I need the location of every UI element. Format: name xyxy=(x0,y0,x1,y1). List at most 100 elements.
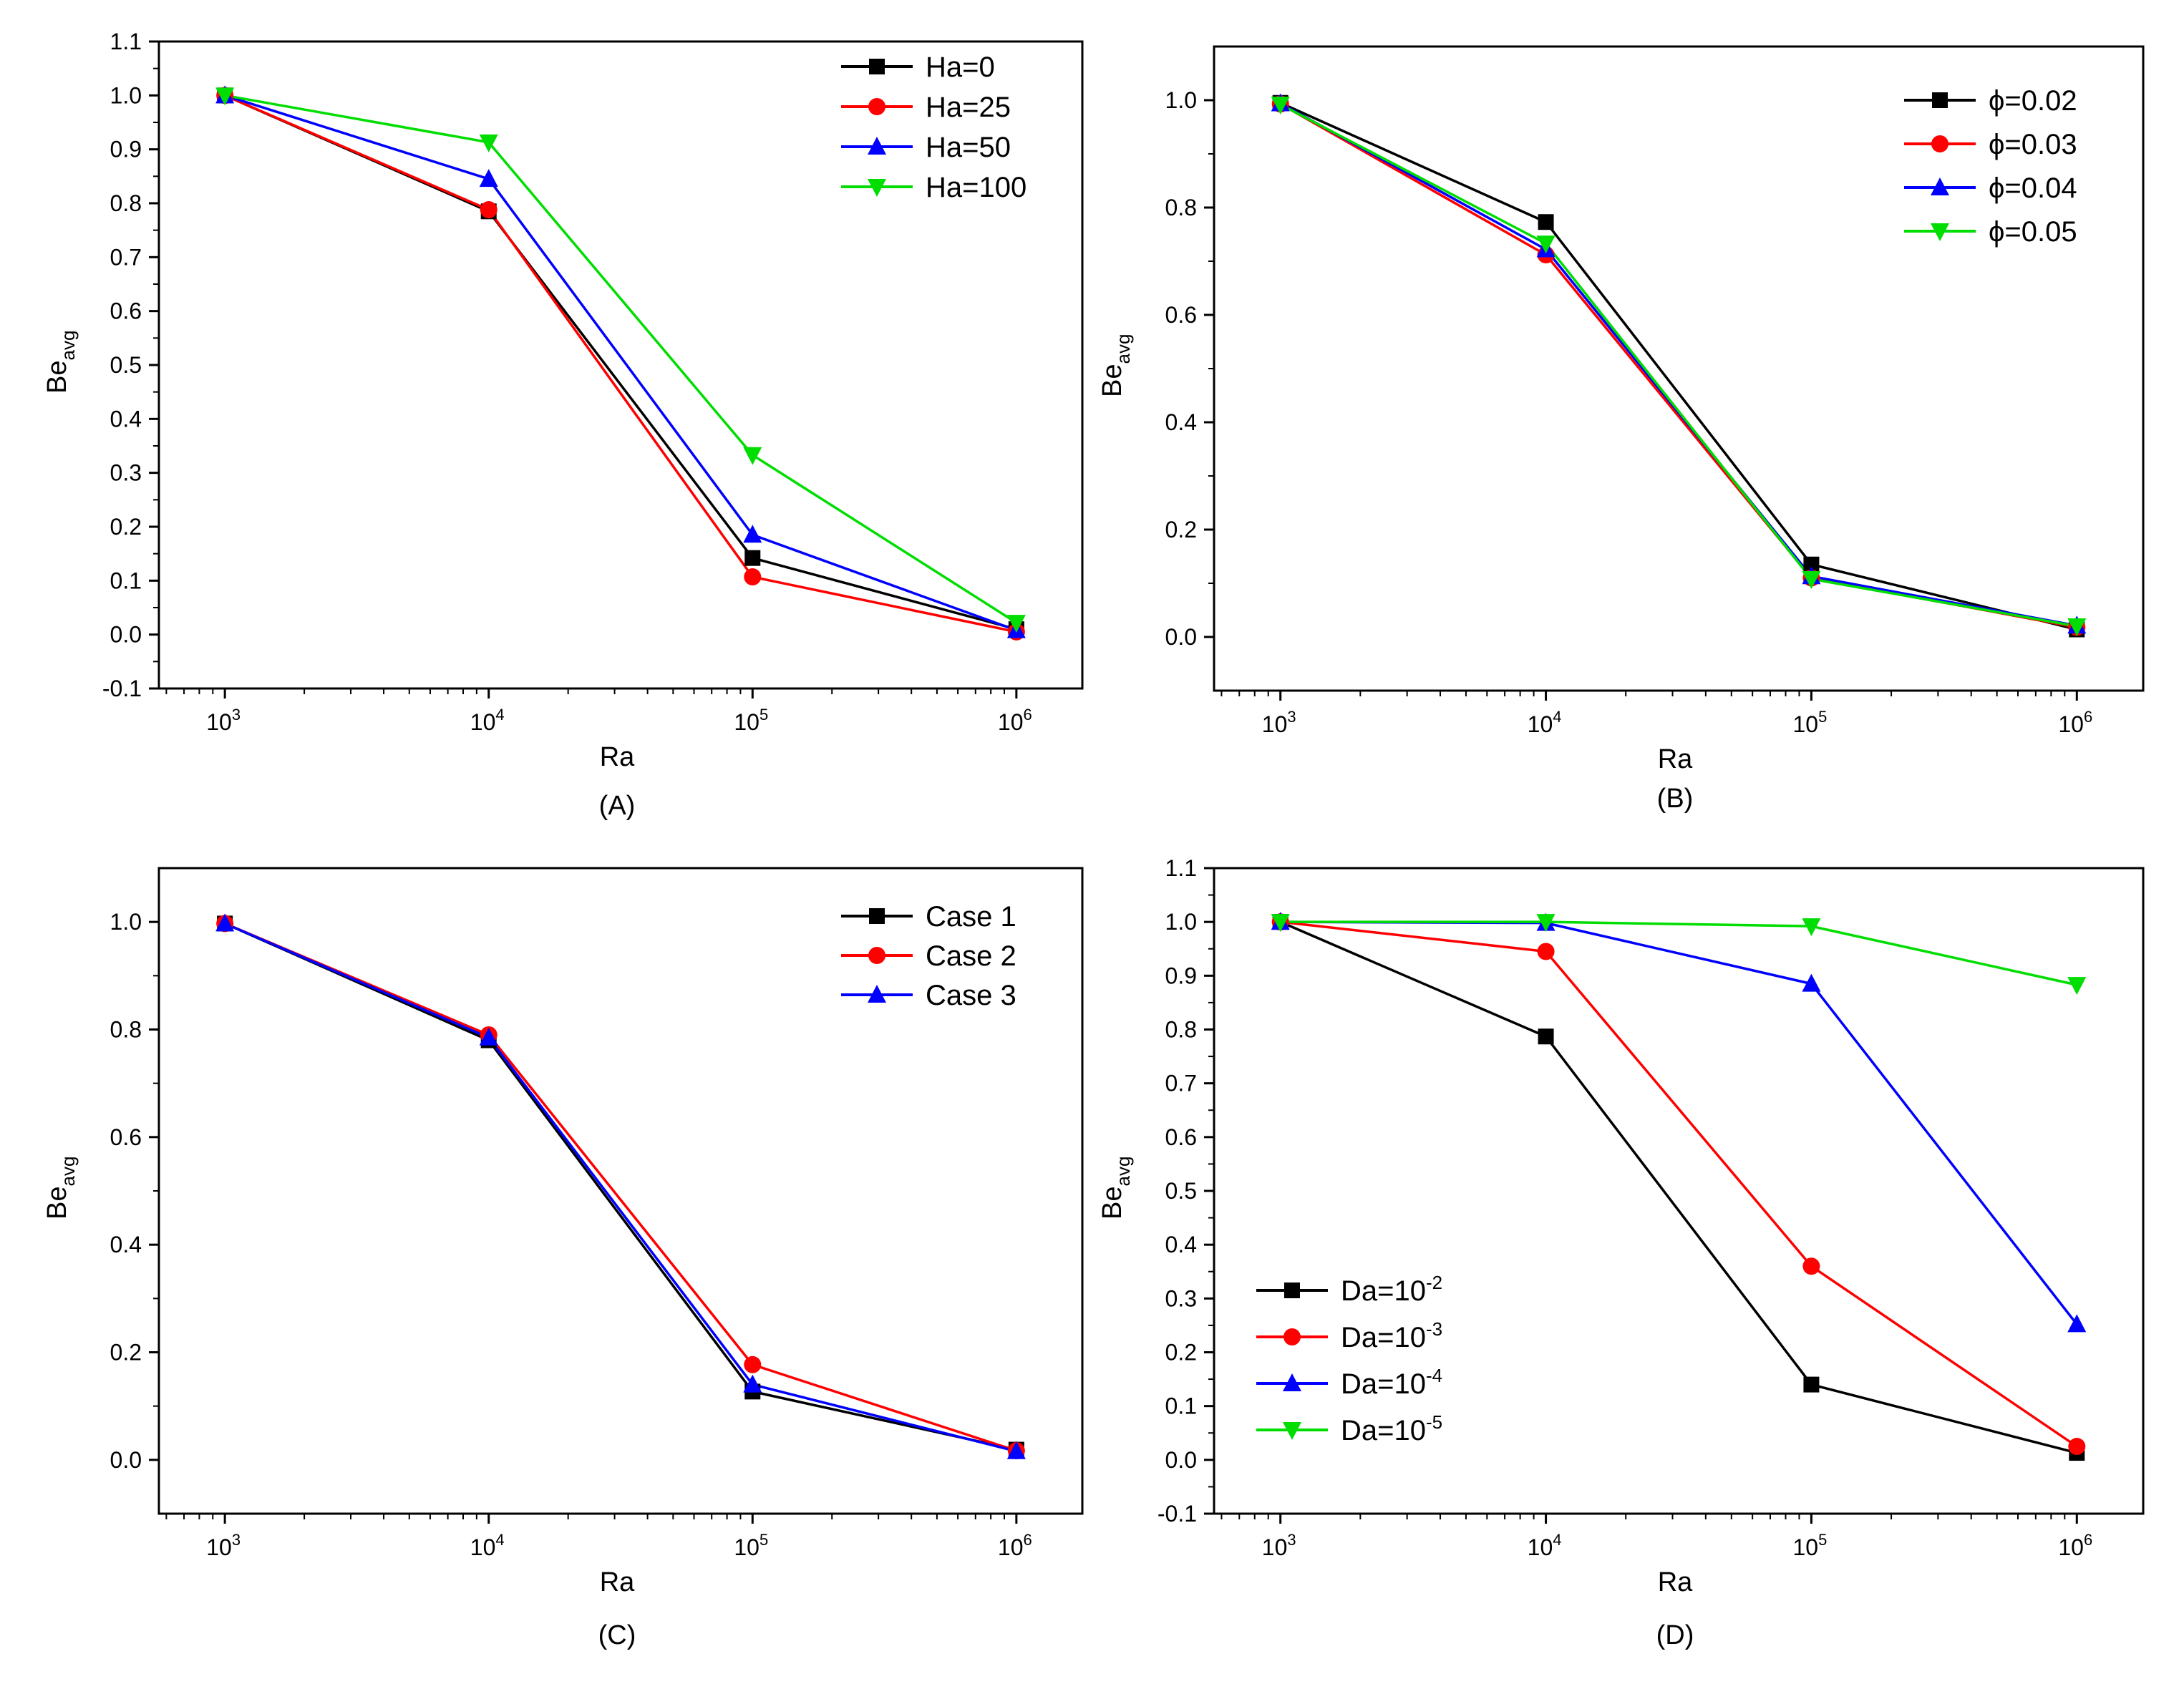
x-tick-label: 104 xyxy=(470,706,505,735)
x-tick-label: 103 xyxy=(206,706,241,735)
series-line xyxy=(224,94,1017,633)
y-tick-label: 1.0 xyxy=(1165,87,1197,113)
series-line xyxy=(224,94,1017,624)
data-point xyxy=(215,87,235,106)
y-tick-label: 0.6 xyxy=(110,1124,142,1150)
data-point xyxy=(1538,214,1554,230)
x-tick-label: 105 xyxy=(1793,708,1828,737)
panel-d: -0.1 0.0 0.1 0.2 0.3 0.4 0.5 0.6 0.7 0.8 0.9 1.0 1.1… xyxy=(1097,855,2145,1650)
legend-marker xyxy=(1931,223,1949,241)
legend-marker xyxy=(868,947,885,964)
series-line xyxy=(1279,103,2077,628)
legend-label: Ha=50 xyxy=(926,132,1011,163)
panel-caption: (C) xyxy=(598,1620,636,1650)
data-point xyxy=(744,550,761,566)
legend-marker xyxy=(868,98,885,115)
y-tick-label: 0.8 xyxy=(110,1017,142,1043)
data-point xyxy=(1802,571,1821,589)
data-point xyxy=(1006,1441,1026,1459)
y-tick-label: 0.0 xyxy=(110,1447,142,1473)
x-axis-label: Ra xyxy=(600,1567,635,1597)
y-tick-label: 0.7 xyxy=(110,244,142,270)
x-tick-label: 105 xyxy=(1793,1531,1828,1560)
series-line xyxy=(1280,920,2077,986)
y-tick-label: 0.4 xyxy=(110,1232,142,1257)
legend-label: Da=10-3 xyxy=(1341,1318,1442,1353)
data-point xyxy=(744,568,762,586)
legend-label: Ha=100 xyxy=(926,172,1027,203)
y-axis-label: Beavg xyxy=(1097,334,1134,397)
series-line xyxy=(1280,920,2078,1448)
legend-label: Da=10-5 xyxy=(1341,1411,1442,1446)
data-point xyxy=(479,134,498,152)
data-point xyxy=(1271,97,1290,115)
y-tick-label: 1.1 xyxy=(1165,855,1197,881)
x-tick-label: 104 xyxy=(1528,708,1562,737)
y-tick-label: 1.0 xyxy=(110,82,142,108)
y-tick-label: 0.7 xyxy=(1165,1071,1197,1096)
series-line xyxy=(1280,920,2078,1325)
legend-marker xyxy=(868,137,886,155)
y-tick-label: 0.5 xyxy=(110,352,142,378)
y-tick-label: 1.0 xyxy=(1165,909,1197,935)
legend-label: Case 2 xyxy=(926,940,1016,972)
legend-label: Ha=0 xyxy=(926,52,995,83)
y-tick-label: 0.6 xyxy=(110,298,142,324)
y-tick-label: 0.6 xyxy=(1165,302,1197,328)
x-tick-label: 106 xyxy=(998,706,1032,735)
x-tick-label: 106 xyxy=(2058,1531,2092,1560)
legend-marker xyxy=(1283,1422,1301,1440)
x-tick-label: 105 xyxy=(734,706,768,735)
y-tick-label: 0.4 xyxy=(1165,409,1197,435)
legend-marker xyxy=(1931,135,1948,152)
series-line xyxy=(224,94,1017,631)
data-point xyxy=(2067,977,2087,996)
y-tick-label: 0.4 xyxy=(1165,1232,1197,1257)
y-axis-label: Beavg xyxy=(42,331,79,394)
y-tick-label: 0.8 xyxy=(1165,195,1197,220)
data-point xyxy=(1803,556,1820,573)
legend-label: Case 1 xyxy=(926,901,1016,933)
y-tick-label: 0.2 xyxy=(1165,1340,1197,1366)
series-line xyxy=(1279,102,2077,627)
x-tick-label: 106 xyxy=(998,1531,1032,1560)
panel-b: 0.0 0.2 0.4 0.6 0.8 1.0 103 104 105 106 Ra Beavg (B)… xyxy=(1097,45,2145,814)
series-line xyxy=(1280,920,2077,1454)
legend-marker xyxy=(869,908,885,924)
y-tick-label: -0.1 xyxy=(102,676,142,701)
data-point xyxy=(1802,973,1821,992)
data-point xyxy=(1537,943,1555,960)
legend-label: ϕ=0.05 xyxy=(1989,216,2077,248)
legend-marker xyxy=(1931,177,1949,195)
legend-label: Da=10-2 xyxy=(1341,1272,1442,1307)
legend-label: ϕ=0.03 xyxy=(1989,129,2077,160)
series-line xyxy=(224,922,1017,1453)
y-tick-label: -0.1 xyxy=(1157,1501,1197,1527)
data-point xyxy=(2067,1314,2087,1333)
data-point xyxy=(743,1374,762,1393)
legend-marker xyxy=(1283,1373,1301,1391)
y-tick-label: 0.1 xyxy=(1165,1393,1197,1419)
data-point xyxy=(1803,1376,1820,1393)
y-tick-label: 0.3 xyxy=(110,460,142,486)
data-point xyxy=(1536,235,1556,254)
y-tick-label: 0.8 xyxy=(110,190,142,216)
y-tick-label: 0.3 xyxy=(1165,1285,1197,1311)
legend-marker xyxy=(1932,92,1948,108)
legend-marker xyxy=(868,985,886,1003)
series-line xyxy=(1279,102,2077,629)
y-tick-label: 0.4 xyxy=(110,406,142,432)
series-line xyxy=(224,922,1017,1452)
data-point xyxy=(2067,618,2087,636)
x-tick-label: 103 xyxy=(1262,1531,1296,1560)
y-tick-label: 0.6 xyxy=(1165,1124,1197,1150)
panel-a: -0.1 0.0 0.1 0.2 0.3 0.4 0.5 0.6 0.7 0.8 0.9 1.0 1.1… xyxy=(42,29,1084,821)
legend-marker xyxy=(868,179,886,197)
data-point xyxy=(1536,914,1556,933)
y-tick-label: 1.1 xyxy=(110,29,142,54)
y-tick-label: 0.9 xyxy=(1165,963,1197,988)
x-tick-label: 105 xyxy=(734,1531,768,1560)
data-point xyxy=(1271,914,1290,933)
legend-marker xyxy=(869,59,885,74)
series-line xyxy=(224,94,1017,632)
